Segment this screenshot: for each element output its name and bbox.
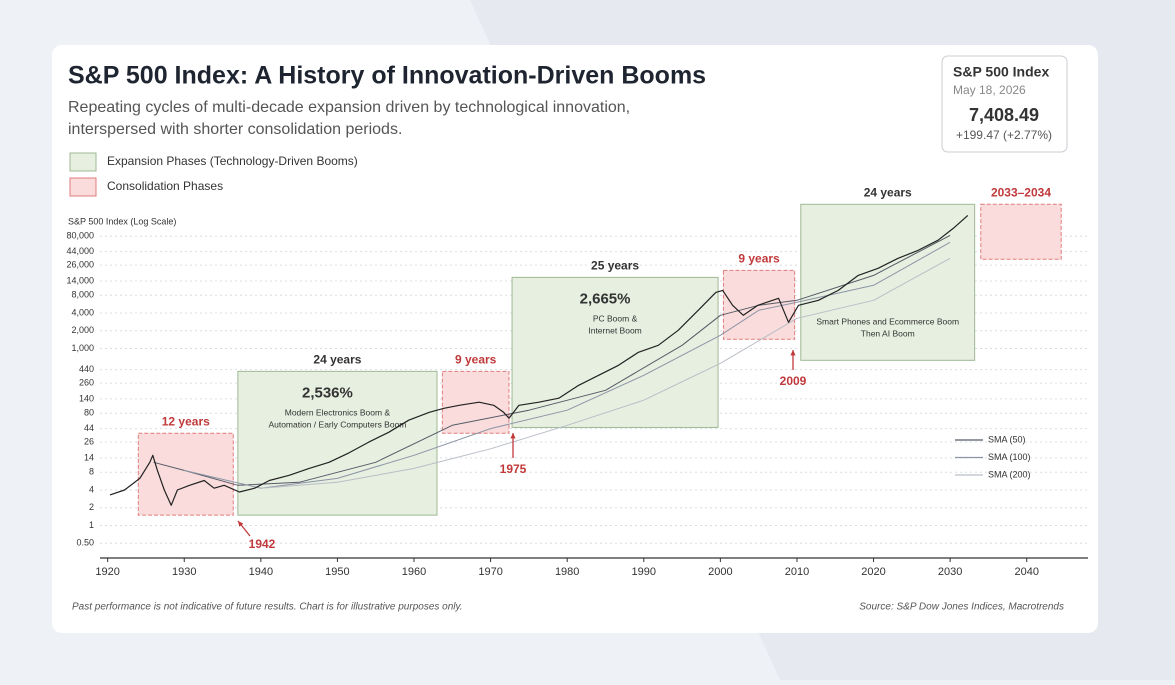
price-line [109,214,969,506]
y-tick-label: 8,000 [71,290,94,300]
x-tick-label: 2020 [861,566,885,578]
y-tick-label: 140 [79,393,94,403]
x-tick-label: 2040 [1014,566,1038,578]
x-tick-label: 1980 [555,566,579,578]
arrow-head [790,350,796,356]
y-tick-label: 440 [79,364,94,374]
phase-duration: 9 years [738,251,780,265]
arrow-head [238,521,244,527]
phase-box [511,276,719,428]
sma-line [184,241,951,489]
phase-description: Then AI Boom [861,329,915,339]
y-tick-label: 80,000 [66,231,94,241]
y-tick-label: 14 [84,452,94,462]
y-tick-label: 44,000 [66,246,94,256]
x-tick-label: 1950 [325,566,349,578]
phase-gain: 2,665% [580,290,631,307]
x-tick-label: 1940 [249,566,273,578]
phase-description: Automation / Early Computers Boom [268,420,406,430]
x-tick-label: 1920 [95,566,119,578]
x-tick-label: 1960 [402,566,426,578]
quote-box [941,55,1068,153]
annotation: 1975 [500,462,527,476]
legend-label: SMA (200) [988,469,1031,479]
y-tick-label: 26 [84,436,94,446]
y-tick-label: 44 [84,423,94,433]
y-tick-label: 14,000 [66,275,94,285]
phase-description: Internet Boom [588,326,641,336]
phase-duration: 2033–2034 [991,185,1051,199]
y-tick-label: 2 [89,502,94,512]
legend-label: Consolidation Phases [107,179,223,193]
legend-label: SMA (100) [988,452,1031,462]
phase-gain: 2,536% [302,384,353,401]
disclaimer: Past performance is not indicative of fu… [72,602,463,613]
phase-duration: 12 years [162,414,210,428]
legend-swatch [69,152,97,172]
arrow-head [510,433,516,439]
y-tick-label: 2,000 [71,325,94,335]
y-tick-label: 0.50 [76,538,94,548]
y-axis-label: S&P 500 Index (Log Scale) [68,216,176,226]
legend-label: SMA (50) [988,434,1026,444]
phase-duration: 24 years [313,353,361,367]
x-tick-label: 1990 [632,566,656,578]
phase-box [980,203,1062,260]
subtitle: interspersed with shorter consolidation … [68,121,402,138]
quote-date: May 18, 2026 [953,83,1026,97]
y-tick-label: 1,000 [71,343,94,353]
phase-description: Smart Phones and Ecommerce Boom [816,317,959,327]
x-tick-label: 2010 [785,566,809,578]
phase-box [800,203,976,361]
phase-box [137,432,234,516]
phase-duration: 9 years [455,353,497,367]
legend-swatch [69,177,97,197]
subtitle: Repeating cycles of multi-decade expansi… [68,99,630,116]
annotation: 2009 [780,374,807,388]
quote-price: 7,408.49 [969,105,1039,125]
x-tick-label: 2030 [938,566,962,578]
phase-duration: 25 years [591,259,639,273]
quote-name: S&P 500 Index [953,64,1049,80]
phase-description: PC Boom & [593,314,638,324]
annotation: 1942 [249,537,276,551]
phase-duration: 24 years [864,185,912,199]
y-tick-label: 1 [89,520,94,530]
y-tick-label: 4,000 [71,307,94,317]
x-tick-label: 1970 [478,566,502,578]
legend-label: Expansion Phases (Technology-Driven Boom… [107,154,358,168]
x-tick-label: 1930 [172,566,196,578]
x-tick-label: 2000 [708,566,732,578]
y-tick-label: 26,000 [66,259,94,269]
plot: 0.50 1 2 4 8 14 26 44 80 140 260 440 1,000 2,000 4,000… [66,185,1088,578]
y-tick-label: 260 [79,377,94,387]
title: S&P 500 Index: A History of Innovation-D… [68,62,706,90]
y-tick-label: 8 [89,467,94,477]
y-tick-label: 80 [84,408,94,418]
phase-box [237,370,438,516]
source: Source: S&P Dow Jones Indices, Macrotren… [859,602,1064,613]
phase-description: Modern Electronics Boom & [285,408,391,418]
quote-change: +199.47 (+2.77%) [956,128,1052,142]
sma-line [260,257,951,489]
y-tick-label: 4 [89,484,94,494]
